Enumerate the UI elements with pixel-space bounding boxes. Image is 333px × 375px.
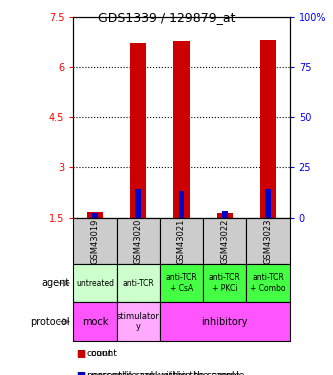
Text: GSM43020: GSM43020 [134, 218, 143, 264]
Text: ■: ■ [77, 349, 86, 359]
Text: anti-TCR
+ Combo: anti-TCR + Combo [250, 273, 286, 293]
Text: anti-TCR: anti-TCR [122, 279, 154, 288]
Bar [265, 189, 271, 217]
Bar [73, 264, 117, 302]
Text: ■  count: ■ count [77, 349, 117, 358]
Bar [216, 213, 233, 217]
Bar [73, 217, 117, 264]
Bar [117, 264, 160, 302]
Text: count: count [87, 349, 112, 358]
Bar [160, 217, 203, 264]
Text: GSM43021: GSM43021 [177, 218, 186, 264]
Bar [160, 302, 290, 341]
Text: anti-TCR
+ CsA: anti-TCR + CsA [166, 273, 197, 293]
Bar [136, 189, 141, 217]
Bar [117, 302, 160, 341]
Text: protocol: protocol [30, 316, 70, 327]
Text: ■: ■ [77, 371, 86, 375]
Bar [160, 264, 203, 302]
Text: ■  percentile rank within the sample: ■ percentile rank within the sample [77, 371, 244, 375]
Text: mock: mock [82, 316, 108, 327]
Text: percentile rank within the sample: percentile rank within the sample [87, 371, 240, 375]
Bar [87, 213, 103, 217]
Text: agent: agent [42, 278, 70, 288]
Bar [179, 191, 184, 217]
Text: inhibitory: inhibitory [201, 316, 248, 327]
Bar [92, 213, 98, 217]
Text: GDS1339 / 129879_at: GDS1339 / 129879_at [98, 11, 235, 24]
Bar [130, 43, 147, 218]
Bar [173, 41, 190, 218]
Bar [203, 217, 246, 264]
Bar [203, 264, 246, 302]
Bar [260, 40, 276, 218]
Bar [246, 264, 290, 302]
Text: anti-TCR
+ PKCi: anti-TCR + PKCi [209, 273, 241, 293]
Text: GSM43022: GSM43022 [220, 218, 229, 264]
Bar [73, 302, 117, 341]
Bar [246, 217, 290, 264]
Bar [222, 211, 227, 217]
Text: untreated: untreated [76, 279, 114, 288]
Text: GSM43019: GSM43019 [90, 218, 100, 264]
Text: GSM43023: GSM43023 [263, 218, 273, 264]
Text: stimulator
y: stimulator y [117, 312, 160, 331]
Bar [117, 217, 160, 264]
